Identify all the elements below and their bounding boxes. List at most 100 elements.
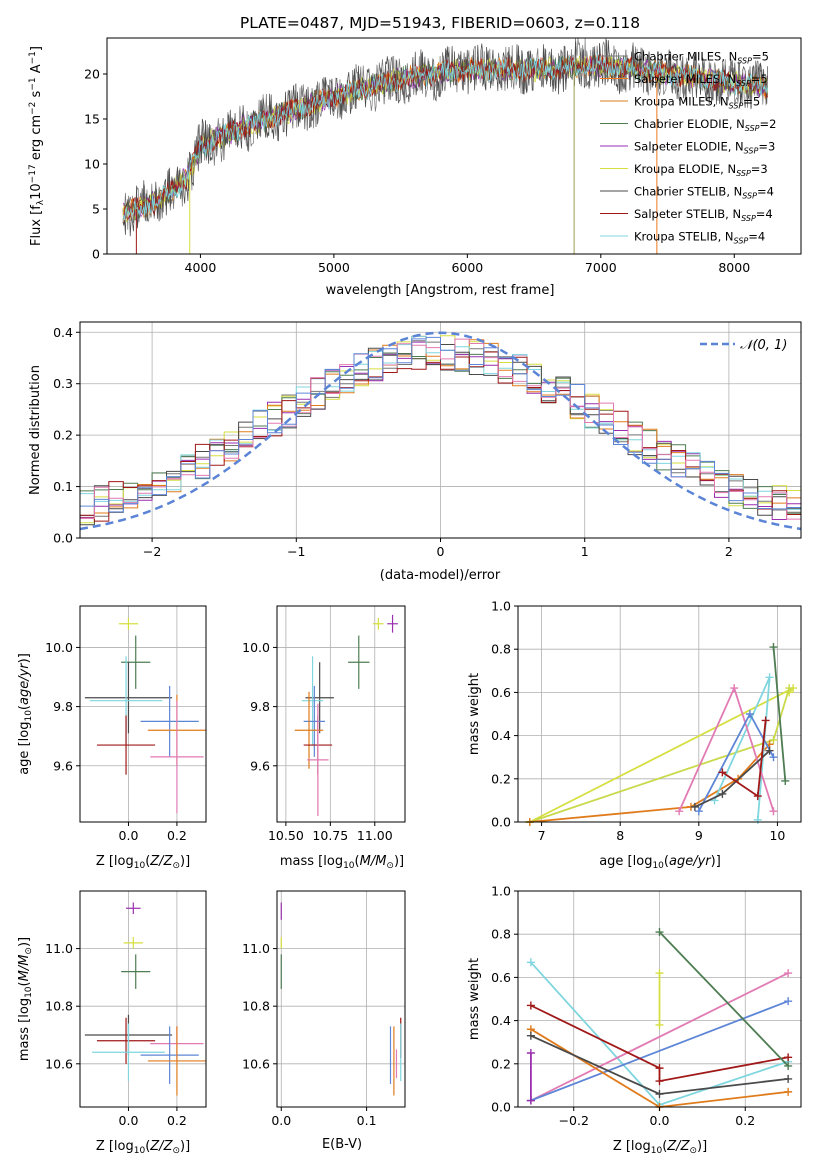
y-tick-label: 20 [84,67,100,82]
legend-label: Kroupa ELODIE, NSSP=3 [634,162,768,178]
errorbar-point [307,703,329,817]
y-tick-label: 0.2 [53,428,73,443]
y-tick-label: 11.0 [45,941,73,956]
axes-frame [79,605,207,823]
x-tick-label: 8000 [718,260,750,275]
spectrum-axes-frame [106,37,802,255]
plus-marker [694,807,703,816]
errorbar-point [92,1023,165,1082]
y-tick-label: 0.2 [491,1056,511,1071]
errorbar-point [126,902,141,915]
y-tick-label: 0.6 [491,685,511,700]
plus-marker [781,776,790,785]
plus-marker [718,768,727,777]
errorbar-point [303,685,325,757]
errorbar-point [150,700,204,814]
plus-marker [785,684,794,693]
plus-marker [655,969,664,978]
y-tick-label: 10.6 [242,1056,270,1071]
y-tick-label: 15 [84,112,100,127]
age-Z-ylabel: age [log10(age/yr)] [17,653,34,775]
x-tick-label: 0.0 [119,1113,139,1128]
plus-marker [784,1087,793,1096]
massweight-vs-age-panel: 7 8 9 10 0.0 0.2 0.4 0.6 0.8 1.0 [491,599,802,843]
errorbar-point [147,1026,206,1096]
residual-panel: −2 −1 0 1 2 0.0 0.1 0.2 0.3 0.4 𝒩(0, 1) (data-mod… [28,321,802,583]
plus-marker [784,1061,793,1070]
plus-marker [730,684,739,693]
mw-Z-ylabel: mass weight [467,958,482,1040]
legend-label: Chabrier MILES, NSSP=5 [634,50,769,66]
weight-series [694,710,778,816]
y-tick-label: 0.0 [491,1100,511,1115]
errorbar-point [305,662,334,734]
legend-label: Salpeter MILES, NSSP=5 [634,72,768,88]
x-tick-label: 0 [437,544,445,559]
axes-frame [517,605,802,823]
y-tick-label: 9.8 [250,699,270,714]
x-tick-label: 0.1 [357,1113,377,1128]
plus-marker [769,807,778,816]
spectrum-line [122,52,768,222]
x-tick-label: 9 [695,828,703,843]
errorbar-point [140,685,199,757]
legend-label: Chabrier STELIB, NSSP=4 [634,185,774,201]
mass-Z-ylabel: mass [log10(M/M⊙)] [17,937,34,1061]
mass-Z-xlabel: Z [log10(Z/Z⊙)] [96,1139,190,1156]
y-tick-label: 0.4 [491,728,511,743]
x-tick-label: 10.50 [268,828,304,843]
y-tick-label: 0.4 [491,1013,511,1028]
y-tick-label: 9.6 [250,758,270,773]
x-tick-label: 0.2 [735,1113,755,1128]
errorbar-point [84,662,173,734]
legend-label: Salpeter STELIB, NSSP=4 [634,207,773,223]
plus-marker [765,673,774,682]
plus-marker [655,1077,664,1086]
weight-series [526,1049,535,1105]
plus-marker [526,1001,535,1010]
weight-line [772,646,787,782]
y-tick-label: 0.6 [491,970,511,985]
plus-marker [675,807,684,816]
plus-marker [784,997,793,1006]
mw-age-ylabel: mass weight [467,673,482,755]
weight-line [529,687,794,823]
x-tick-label: −2 [143,544,161,559]
y-tick-label: 0.2 [491,771,511,786]
axes-frame [276,890,406,1108]
age-Z-xlabel: Z [log10(Z/Z⊙)] [96,854,190,871]
gauss-legend-label: 𝒩(0, 1) [740,338,787,353]
y-tick-label: 1.0 [491,884,511,899]
y-tick-label: 0.8 [491,642,511,657]
spectrum-legend: Chabrier MILES, NSSP=5 Salpeter MILES, NS… [600,50,776,246]
age-vs-mass-panel: 10.50 10.75 11.00 9.6 9.8 10.0 [242,605,406,843]
errorbar-point [348,635,370,689]
weight-series [769,643,790,785]
y-tick-label: 9.8 [53,699,73,714]
spectrum-ylabel: Flux [fλ10−17 erg cm−2 s−1 A−1] [28,46,46,246]
weight-line [530,1000,789,1102]
y-tick-label: 0.0 [53,531,73,546]
residual-ylabel: Normed distribution [28,365,43,495]
plot-content [84,902,206,1096]
legend-label: Kroupa MILES, NSSP=5 [634,95,760,111]
plus-marker [769,643,778,652]
age-mass-xlabel: mass [log10(M/M⊙)] [280,854,404,871]
errorbar-point [294,691,324,769]
x-tick-label: 0.0 [650,1113,670,1128]
errorbar-point [140,1026,199,1084]
plus-marker [526,1049,535,1057]
weight-line [713,676,771,820]
plus-marker [784,1074,793,1083]
plot-content [525,643,798,826]
plus-marker [753,792,762,801]
x-tick-label: −1 [287,544,305,559]
weight-series [710,673,774,824]
weight-line [530,1004,789,1083]
x-tick-label: 8 [616,828,624,843]
plus-marker [655,1020,664,1029]
weight-line [529,743,771,823]
y-tick-label: 5 [92,202,100,217]
y-tick-label: 0.0 [491,815,511,830]
spectrum-line [122,39,768,237]
